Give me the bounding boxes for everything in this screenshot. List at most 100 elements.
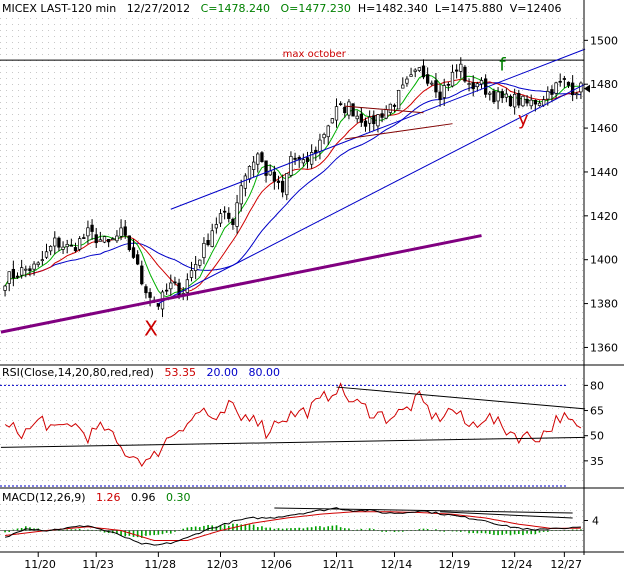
candle-body	[227, 212, 231, 219]
macd-hist-bar	[505, 530, 508, 534]
candle-body	[127, 235, 132, 251]
candle-body	[541, 99, 546, 106]
candle-body	[401, 84, 405, 89]
macd-hist-bar	[145, 530, 147, 536]
date-label: 12/27/2012	[126, 2, 191, 15]
macd-hist-bar	[149, 530, 151, 536]
macd-hist-bar	[459, 530, 462, 532]
macd-hist-bar	[203, 525, 205, 531]
candle-body	[231, 218, 235, 225]
candle-body	[322, 134, 326, 139]
candle-body	[355, 115, 359, 120]
macd-hist-bar	[418, 529, 421, 531]
candle-body	[347, 101, 351, 116]
macd-hist-bar	[78, 528, 81, 531]
candle-body	[558, 80, 562, 83]
candle-body	[301, 159, 306, 164]
macd-hist-bar	[522, 530, 524, 536]
macd-hist-bar	[87, 529, 89, 531]
price-tick-label: 1460	[590, 122, 618, 135]
candle-body	[533, 100, 538, 105]
macd-header: MACD(12,26,9) 1.26 0.96 0.30	[2, 491, 191, 504]
macd-hist-bar	[517, 530, 520, 534]
rsi-tick-label: 35	[590, 455, 604, 468]
macd-hist-bar	[70, 529, 73, 531]
candle-body	[11, 268, 16, 279]
candle-body	[98, 239, 103, 242]
candle-body	[111, 238, 115, 241]
macd-trend-upper	[274, 507, 573, 514]
macd-signal-line	[5, 511, 581, 541]
macd-value: 1.26	[96, 491, 121, 504]
y-label: y	[518, 109, 529, 130]
candle-body	[388, 103, 393, 113]
macd-tick-label: 4	[592, 515, 599, 528]
macd-hist-bar	[580, 529, 582, 531]
macd-hist-bar	[174, 530, 176, 532]
x-tick-label: 12/24	[501, 558, 533, 571]
grid-layer	[0, 14, 584, 548]
candle-body	[442, 85, 446, 98]
triangle-bottom-line	[344, 123, 453, 140]
candle-body	[247, 166, 252, 180]
macd-hist-bar	[389, 530, 392, 532]
macd-hist-bar	[451, 530, 454, 532]
macd-hist-bar	[290, 528, 292, 531]
macd-hist-bar	[8, 530, 11, 532]
price-tick-label: 1400	[590, 254, 618, 267]
candle-body	[15, 275, 20, 278]
macd-hist-bar	[194, 526, 197, 531]
candle-body	[119, 227, 123, 237]
candle-body	[53, 237, 57, 247]
candle-body	[24, 268, 28, 271]
candle-body	[359, 113, 364, 123]
macd-hist-bar	[157, 530, 160, 535]
macd-hist-bar	[103, 530, 106, 533]
rsi-tick-label: 80	[590, 379, 604, 392]
candle-body	[454, 69, 459, 72]
candle-body	[434, 80, 438, 93]
rsi-panel	[0, 382, 586, 487]
candle-body	[260, 152, 264, 163]
macd-hist-bar	[240, 524, 243, 531]
candle-body	[235, 202, 239, 227]
candle-body	[90, 224, 94, 232]
macd-hist-bar	[530, 530, 533, 535]
macd-hist-bar	[219, 525, 222, 531]
macd-hist-bar	[74, 529, 77, 531]
x-tick-label: 12/03	[207, 558, 239, 571]
macd-hist-bar	[153, 530, 156, 536]
macd-hist-value: 0.30	[166, 491, 191, 504]
macd-hist-bar	[265, 527, 267, 531]
macd-hist-bar	[426, 529, 429, 531]
candle-body	[467, 83, 471, 85]
candle-body	[546, 91, 550, 100]
candle-body	[19, 267, 24, 276]
candle-body	[566, 81, 571, 86]
macd-signal-value: 0.96	[131, 491, 156, 504]
macd-hist-bar	[190, 526, 193, 531]
macd-hist-bar	[493, 530, 495, 535]
x-tick-label: 12/27	[550, 558, 582, 571]
candle-body	[343, 106, 347, 114]
candle-body	[94, 234, 98, 244]
candle-body	[243, 175, 248, 189]
candle-body	[106, 238, 111, 243]
candle-body	[525, 98, 529, 104]
candle-body	[413, 69, 417, 72]
candle-body	[239, 185, 243, 205]
macd-hist-bar	[401, 530, 404, 532]
candle-body	[338, 103, 343, 105]
candle-body	[36, 262, 40, 265]
candle-body	[251, 161, 256, 170]
candle-body	[483, 78, 488, 95]
macd-hist-bar	[124, 530, 127, 537]
candle-body	[7, 271, 11, 284]
candle-body	[537, 102, 542, 106]
rsi-high-level: 80.00	[248, 366, 280, 379]
x-tick-label: 12/11	[323, 558, 355, 571]
candle-body	[529, 99, 533, 107]
macd-hist-bar	[120, 530, 122, 536]
macd-hist-bar	[182, 528, 185, 531]
macd-hist-bar	[422, 528, 425, 531]
